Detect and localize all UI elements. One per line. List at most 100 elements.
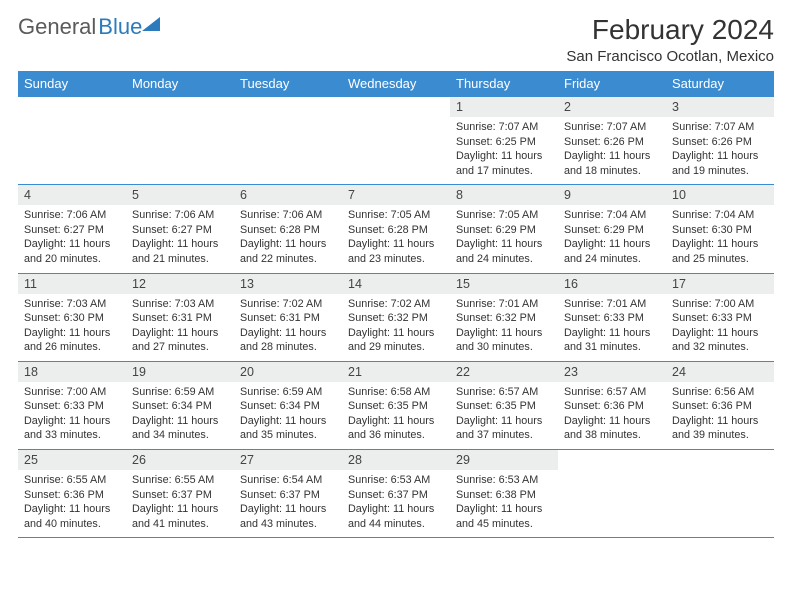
day-number	[126, 97, 234, 117]
daylight-text: Daylight: 11 hours and 40 minutes.	[24, 502, 120, 531]
day-number	[18, 97, 126, 117]
day-number	[342, 97, 450, 117]
day-cell	[126, 97, 234, 185]
day-details	[666, 470, 774, 534]
sunset-text: Sunset: 6:30 PM	[672, 223, 768, 238]
month-title: February 2024	[566, 14, 774, 46]
title-block: February 2024 San Francisco Ocotlan, Mex…	[566, 14, 774, 65]
calendar-page: GeneralBlue February 2024 San Francisco …	[0, 0, 792, 538]
daylight-text: Daylight: 11 hours and 37 minutes.	[456, 414, 552, 443]
day-number: 9	[558, 185, 666, 205]
week-row: 18Sunrise: 7:00 AMSunset: 6:33 PMDayligh…	[18, 361, 774, 449]
day-number: 4	[18, 185, 126, 205]
day-details	[234, 117, 342, 181]
sunrise-text: Sunrise: 7:05 AM	[348, 208, 444, 223]
day-number: 22	[450, 362, 558, 382]
day-number: 21	[342, 362, 450, 382]
day-cell: 11Sunrise: 7:03 AMSunset: 6:30 PMDayligh…	[18, 273, 126, 361]
day-details: Sunrise: 6:59 AMSunset: 6:34 PMDaylight:…	[234, 382, 342, 449]
day-number: 19	[126, 362, 234, 382]
day-details: Sunrise: 6:58 AMSunset: 6:35 PMDaylight:…	[342, 382, 450, 449]
sunset-text: Sunset: 6:35 PM	[456, 399, 552, 414]
sunrise-text: Sunrise: 7:04 AM	[564, 208, 660, 223]
day-details: Sunrise: 6:53 AMSunset: 6:38 PMDaylight:…	[450, 470, 558, 537]
sunrise-text: Sunrise: 7:07 AM	[672, 120, 768, 135]
daylight-text: Daylight: 11 hours and 34 minutes.	[132, 414, 228, 443]
sunset-text: Sunset: 6:37 PM	[240, 488, 336, 503]
day-number	[558, 450, 666, 470]
location-subtitle: San Francisco Ocotlan, Mexico	[566, 48, 774, 65]
sunset-text: Sunset: 6:27 PM	[24, 223, 120, 238]
sunrise-text: Sunrise: 7:02 AM	[240, 297, 336, 312]
day-details	[558, 470, 666, 534]
day-cell: 29Sunrise: 6:53 AMSunset: 6:38 PMDayligh…	[450, 450, 558, 538]
sunset-text: Sunset: 6:26 PM	[672, 135, 768, 150]
daylight-text: Daylight: 11 hours and 23 minutes.	[348, 237, 444, 266]
day-cell: 2Sunrise: 7:07 AMSunset: 6:26 PMDaylight…	[558, 97, 666, 185]
sunrise-text: Sunrise: 7:07 AM	[456, 120, 552, 135]
daylight-text: Daylight: 11 hours and 26 minutes.	[24, 326, 120, 355]
sunrise-text: Sunrise: 7:06 AM	[132, 208, 228, 223]
day-cell: 15Sunrise: 7:01 AMSunset: 6:32 PMDayligh…	[450, 273, 558, 361]
dow-wednesday: Wednesday	[342, 71, 450, 97]
dow-tuesday: Tuesday	[234, 71, 342, 97]
week-row: 25Sunrise: 6:55 AMSunset: 6:36 PMDayligh…	[18, 450, 774, 538]
day-details: Sunrise: 7:03 AMSunset: 6:30 PMDaylight:…	[18, 294, 126, 361]
daylight-text: Daylight: 11 hours and 24 minutes.	[456, 237, 552, 266]
sunset-text: Sunset: 6:31 PM	[132, 311, 228, 326]
day-number: 26	[126, 450, 234, 470]
day-details: Sunrise: 6:54 AMSunset: 6:37 PMDaylight:…	[234, 470, 342, 537]
day-of-week-row: Sunday Monday Tuesday Wednesday Thursday…	[18, 71, 774, 97]
daylight-text: Daylight: 11 hours and 33 minutes.	[24, 414, 120, 443]
day-number: 24	[666, 362, 774, 382]
day-cell: 18Sunrise: 7:00 AMSunset: 6:33 PMDayligh…	[18, 361, 126, 449]
week-row: 11Sunrise: 7:03 AMSunset: 6:30 PMDayligh…	[18, 273, 774, 361]
day-number: 1	[450, 97, 558, 117]
day-details: Sunrise: 7:01 AMSunset: 6:32 PMDaylight:…	[450, 294, 558, 361]
logo-text-blue: Blue	[98, 14, 142, 40]
sunrise-text: Sunrise: 7:06 AM	[24, 208, 120, 223]
day-details: Sunrise: 6:53 AMSunset: 6:37 PMDaylight:…	[342, 470, 450, 537]
day-number	[234, 97, 342, 117]
sunrise-text: Sunrise: 6:59 AM	[240, 385, 336, 400]
day-number: 18	[18, 362, 126, 382]
day-number: 13	[234, 274, 342, 294]
bottom-rule	[18, 537, 774, 538]
day-details: Sunrise: 7:04 AMSunset: 6:29 PMDaylight:…	[558, 205, 666, 272]
dow-monday: Monday	[126, 71, 234, 97]
logo-text-general: General	[18, 14, 96, 40]
sunrise-text: Sunrise: 6:55 AM	[132, 473, 228, 488]
day-details: Sunrise: 7:07 AMSunset: 6:26 PMDaylight:…	[558, 117, 666, 184]
sunrise-text: Sunrise: 6:54 AM	[240, 473, 336, 488]
day-number: 28	[342, 450, 450, 470]
day-details: Sunrise: 7:00 AMSunset: 6:33 PMDaylight:…	[666, 294, 774, 361]
day-cell: 10Sunrise: 7:04 AMSunset: 6:30 PMDayligh…	[666, 185, 774, 273]
daylight-text: Daylight: 11 hours and 31 minutes.	[564, 326, 660, 355]
day-details: Sunrise: 7:03 AMSunset: 6:31 PMDaylight:…	[126, 294, 234, 361]
day-details: Sunrise: 6:57 AMSunset: 6:36 PMDaylight:…	[558, 382, 666, 449]
day-cell: 17Sunrise: 7:00 AMSunset: 6:33 PMDayligh…	[666, 273, 774, 361]
day-cell: 28Sunrise: 6:53 AMSunset: 6:37 PMDayligh…	[342, 450, 450, 538]
day-number: 7	[342, 185, 450, 205]
day-cell: 7Sunrise: 7:05 AMSunset: 6:28 PMDaylight…	[342, 185, 450, 273]
day-number: 6	[234, 185, 342, 205]
day-details: Sunrise: 7:01 AMSunset: 6:33 PMDaylight:…	[558, 294, 666, 361]
sunrise-text: Sunrise: 6:58 AM	[348, 385, 444, 400]
dow-sunday: Sunday	[18, 71, 126, 97]
sunrise-text: Sunrise: 6:55 AM	[24, 473, 120, 488]
day-details: Sunrise: 7:05 AMSunset: 6:28 PMDaylight:…	[342, 205, 450, 272]
sunset-text: Sunset: 6:28 PM	[240, 223, 336, 238]
sunrise-text: Sunrise: 7:01 AM	[564, 297, 660, 312]
day-number: 16	[558, 274, 666, 294]
day-number: 17	[666, 274, 774, 294]
day-cell: 26Sunrise: 6:55 AMSunset: 6:37 PMDayligh…	[126, 450, 234, 538]
sunset-text: Sunset: 6:25 PM	[456, 135, 552, 150]
calendar-body: 1Sunrise: 7:07 AMSunset: 6:25 PMDaylight…	[18, 97, 774, 538]
day-number: 23	[558, 362, 666, 382]
day-details: Sunrise: 6:55 AMSunset: 6:37 PMDaylight:…	[126, 470, 234, 537]
day-cell: 13Sunrise: 7:02 AMSunset: 6:31 PMDayligh…	[234, 273, 342, 361]
day-number: 2	[558, 97, 666, 117]
sunrise-text: Sunrise: 6:59 AM	[132, 385, 228, 400]
day-details: Sunrise: 6:56 AMSunset: 6:36 PMDaylight:…	[666, 382, 774, 449]
daylight-text: Daylight: 11 hours and 19 minutes.	[672, 149, 768, 178]
